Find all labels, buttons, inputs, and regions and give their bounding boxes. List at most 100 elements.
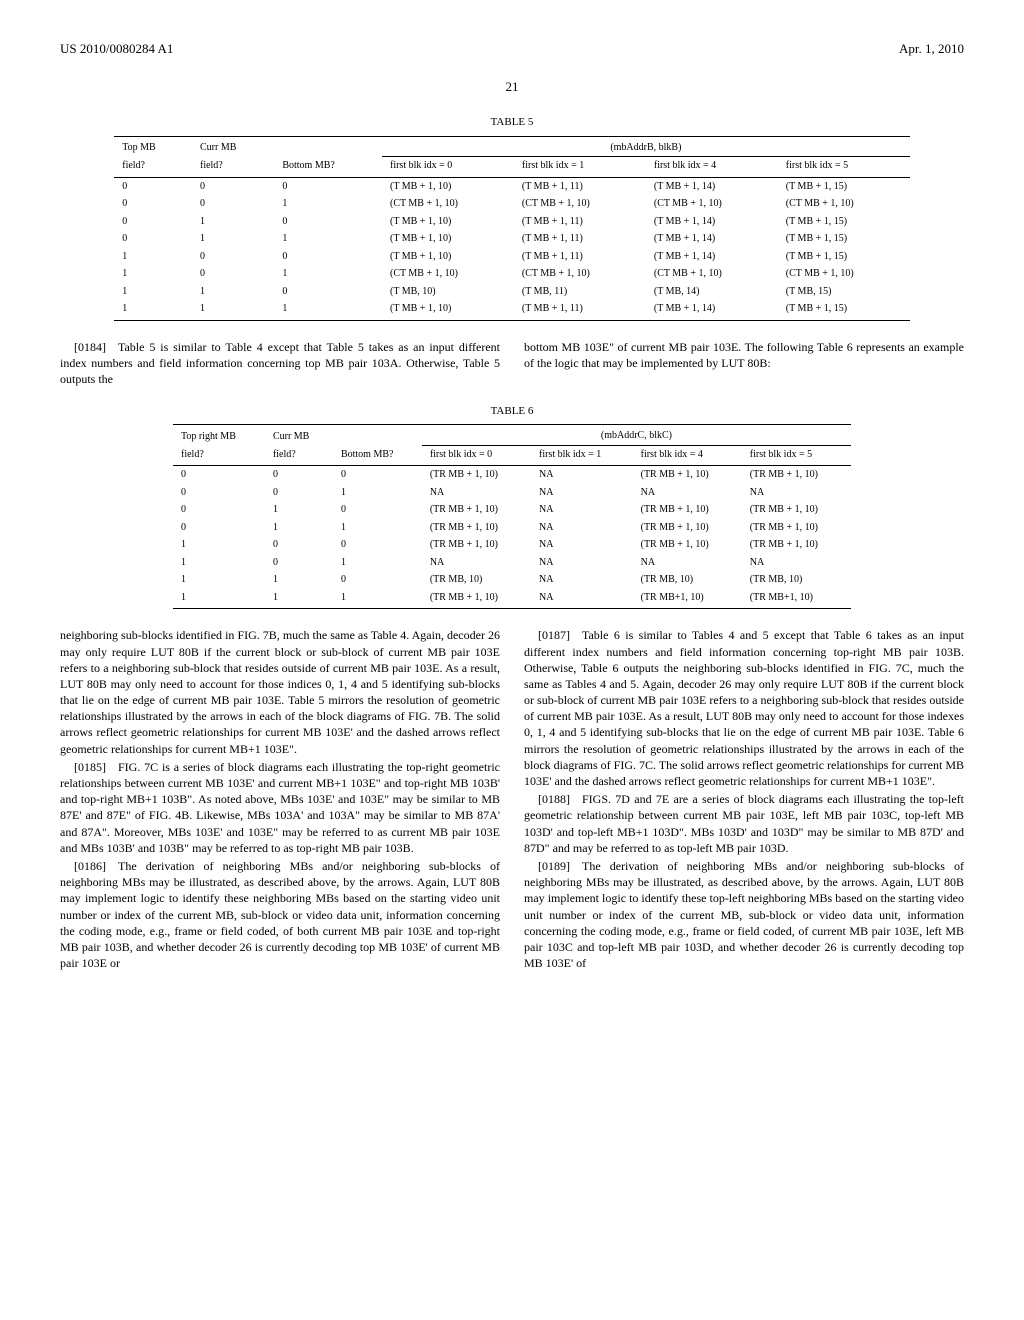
table-cell: NA [742,484,851,502]
t6-h2-5: first blk idx = 4 [633,445,742,466]
table-cell: 1 [265,519,333,537]
table-cell: 0 [333,501,422,519]
table-cell: (T MB + 1, 11) [514,213,646,231]
table-cell: (T MB + 1, 15) [778,300,910,320]
table-cell: 0 [274,213,382,231]
table-cell: (CT MB + 1, 10) [514,265,646,283]
table-cell: 0 [333,466,422,484]
table-cell: 0 [173,501,265,519]
table-cell: NA [742,554,851,572]
table-cell: 1 [192,213,274,231]
table-cell: NA [422,554,531,572]
table-cell: 0 [274,177,382,195]
intro-left: [0184] Table 5 is similar to Table 4 exc… [60,339,500,388]
table-cell: 0 [265,466,333,484]
para-l2: [0186] The derivation of neighboring MBs… [60,858,500,971]
table-cell: (CT MB + 1, 10) [646,265,778,283]
table-cell: 0 [173,484,265,502]
t5-h2-5: first blk idx = 4 [646,157,778,178]
table-cell: (T MB + 1, 11) [514,300,646,320]
para-l1: [0185] FIG. 7C is a series of block diag… [60,759,500,856]
table-cell: (TR MB + 1, 10) [422,519,531,537]
table-cell: (TR MB + 1, 10) [742,466,851,484]
intro-right: bottom MB 103E" of current MB pair 103E.… [524,339,964,371]
t6-h1-2 [333,425,422,446]
table-cell: (T MB + 1, 10) [382,230,514,248]
table-cell: NA [633,554,742,572]
table-cell: (T MB, 14) [646,283,778,301]
table-cell: (CT MB + 1, 10) [778,265,910,283]
table-cell: 1 [173,536,265,554]
t6-h2-0: field? [173,445,265,466]
t5-h1-3: (mbAddrB, blkB) [382,136,910,157]
table-cell: NA [531,466,633,484]
doc-date: Apr. 1, 2010 [899,40,964,58]
table-cell: (T MB + 1, 11) [514,177,646,195]
table-cell: 1 [274,265,382,283]
table-cell: 1 [173,589,265,609]
table-cell: (TR MB + 1, 10) [633,466,742,484]
t6-h1-0: Top right MB [173,425,265,446]
table-cell: (TR MB + 1, 10) [633,519,742,537]
table-cell: (T MB + 1, 15) [778,230,910,248]
t5-h1-2 [274,136,382,157]
table-cell: (TR MB + 1, 10) [633,536,742,554]
table-cell: NA [531,501,633,519]
para-r1: [0188] FIGS. 7D and 7E are a series of b… [524,791,964,856]
table-cell: 0 [192,265,274,283]
table-cell: (T MB + 1, 15) [778,213,910,231]
table-cell: 1 [192,300,274,320]
table-cell: 0 [114,195,192,213]
t5-h2-0: field? [114,157,192,178]
table-cell: 1 [274,195,382,213]
table-cell: (T MB + 1, 10) [382,248,514,266]
t5-h1-0: Top MB [114,136,192,157]
table5: Top MB Curr MB (mbAddrB, blkB) field? fi… [114,136,910,321]
t5-h2-6: first blk idx = 5 [778,157,910,178]
table-cell: NA [531,589,633,609]
table-cell: 1 [333,519,422,537]
table-cell: 0 [173,519,265,537]
table-cell: 0 [173,466,265,484]
table-cell: (T MB, 11) [514,283,646,301]
table-cell: 0 [274,283,382,301]
table-cell: NA [531,484,633,502]
table-cell: 1 [173,554,265,572]
table-cell: (CT MB + 1, 10) [778,195,910,213]
table-cell: NA [531,554,633,572]
t5-h2-4: first blk idx = 1 [514,157,646,178]
table-cell: (T MB + 1, 10) [382,300,514,320]
t6-h2-4: first blk idx = 1 [531,445,633,466]
table-cell: 0 [333,571,422,589]
table-cell: NA [633,484,742,502]
table-cell: (T MB + 1, 14) [646,248,778,266]
t6-h2-6: first blk idx = 5 [742,445,851,466]
table-cell: 1 [265,571,333,589]
table-cell: (TR MB + 1, 10) [742,501,851,519]
t6-h1-3: (mbAddrC, blkC) [422,425,851,446]
table-cell: (CT MB + 1, 10) [514,195,646,213]
table-cell: 1 [114,248,192,266]
table-cell: NA [531,519,633,537]
table-cell: (TR MB+1, 10) [742,589,851,609]
table-cell: 0 [114,213,192,231]
t6-h2-2: Bottom MB? [333,445,422,466]
table-cell: 1 [333,484,422,502]
table-cell: (T MB + 1, 15) [778,248,910,266]
table-cell: 1 [265,501,333,519]
table5-title: TABLE 5 [60,115,964,130]
table-cell: (TR MB, 10) [633,571,742,589]
table-cell: 0 [265,554,333,572]
table-cell: 1 [114,300,192,320]
t5-h2-2: Bottom MB? [274,157,382,178]
table-cell: NA [422,484,531,502]
table-cell: (TR MB + 1, 10) [422,589,531,609]
t5-h2-1: field? [192,157,274,178]
table-cell: 1 [265,589,333,609]
table-cell: (T MB + 1, 10) [382,213,514,231]
t6-h2-3: first blk idx = 0 [422,445,531,466]
table-cell: 1 [333,589,422,609]
table-cell: 1 [333,554,422,572]
table-cell: (T MB + 1, 14) [646,300,778,320]
table-cell: (TR MB, 10) [742,571,851,589]
